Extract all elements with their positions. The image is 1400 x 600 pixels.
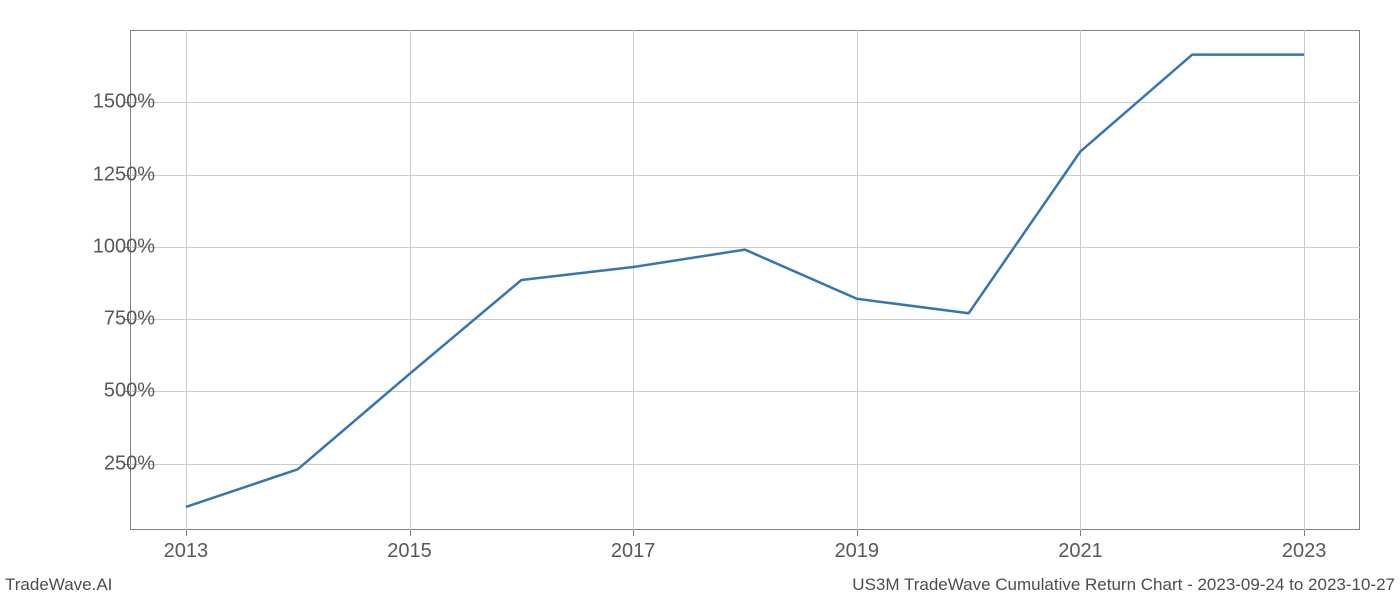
x-tick-label: 2017 (611, 540, 656, 563)
tick-mark-x (1080, 530, 1081, 536)
x-tick-label: 2021 (1058, 540, 1103, 563)
line-series (130, 30, 1360, 530)
footer-caption: US3M TradeWave Cumulative Return Chart -… (852, 575, 1395, 595)
footer-brand: TradeWave.AI (5, 575, 112, 595)
tick-mark-x (186, 530, 187, 536)
y-tick-label: 1250% (93, 163, 155, 186)
y-tick-label: 250% (104, 452, 155, 475)
x-tick-label: 2013 (164, 540, 209, 563)
y-tick-label: 750% (104, 308, 155, 331)
tick-mark-x (857, 530, 858, 536)
data-line (186, 55, 1304, 507)
chart-plot-area (130, 30, 1360, 530)
tick-mark-x (1304, 530, 1305, 536)
y-tick-label: 500% (104, 380, 155, 403)
tick-mark-x (410, 530, 411, 536)
y-tick-label: 1500% (93, 91, 155, 114)
x-tick-label: 2019 (835, 540, 880, 563)
y-tick-label: 1000% (93, 235, 155, 258)
x-tick-label: 2015 (387, 540, 432, 563)
x-tick-label: 2023 (1282, 540, 1327, 563)
tick-mark-x (633, 530, 634, 536)
